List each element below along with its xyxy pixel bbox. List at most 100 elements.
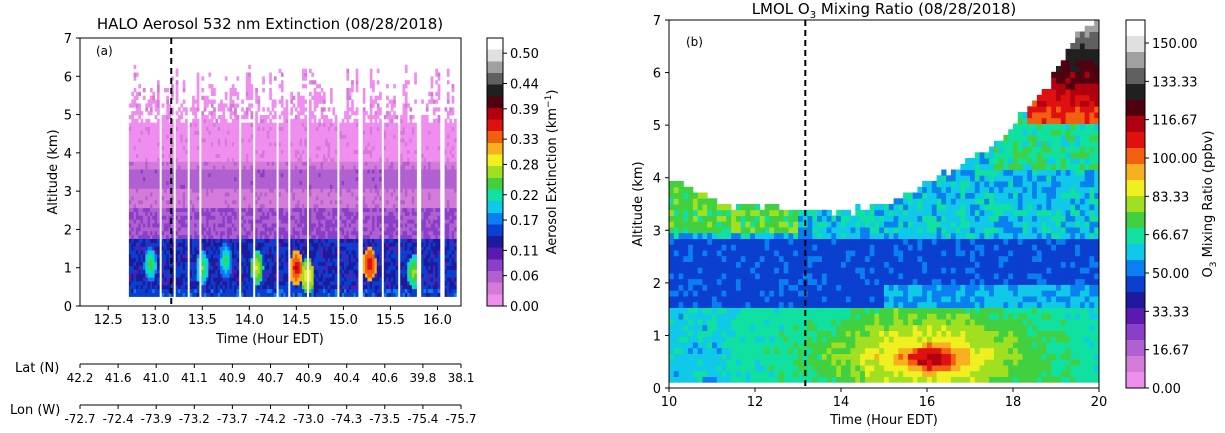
heatmap-cell <box>142 122 146 127</box>
heatmap-cell <box>278 134 282 139</box>
heatmap-cell <box>318 138 321 143</box>
heatmap-cell <box>294 219 298 224</box>
heatmap-cell <box>278 172 282 178</box>
heatmap-cell <box>168 149 172 154</box>
heatmap-cell <box>220 254 223 259</box>
heatmap-cell <box>128 242 132 247</box>
heatmap-cell <box>142 215 146 220</box>
heatmap-cell <box>323 145 326 151</box>
heatmap-cell <box>208 172 212 178</box>
heatmap-cell <box>224 223 228 228</box>
heatmap-cell <box>323 246 326 251</box>
heatmap-cell <box>250 292 254 297</box>
heatmap-cell <box>353 207 357 212</box>
heatmap-cell <box>138 277 141 282</box>
heatmap-cell <box>304 207 307 212</box>
heatmap-cell <box>365 142 368 147</box>
heatmap-cell <box>374 184 378 189</box>
heatmap-cell <box>280 215 284 220</box>
heatmap-cell <box>365 203 368 209</box>
heatmap-cell <box>128 226 132 232</box>
heatmap-cell <box>236 269 240 274</box>
heatmap-cell <box>245 223 249 228</box>
heatmap-cell <box>203 281 207 286</box>
heatmap-cell <box>325 288 328 293</box>
heatmap-cell <box>241 115 244 120</box>
heatmap-cell <box>346 145 350 151</box>
heatmap-cell <box>269 72 272 77</box>
heatmap-cell <box>189 250 193 255</box>
heatmap-cell <box>320 242 324 247</box>
heatmap-cell <box>299 95 303 100</box>
heatmap-cell <box>213 257 216 263</box>
heatmap-cell <box>259 269 263 274</box>
heatmap-cell <box>138 192 141 197</box>
heatmap-cell <box>316 103 319 108</box>
heatmap-cell <box>131 199 134 205</box>
heatmap-cell <box>250 242 254 247</box>
heatmap-cell <box>304 230 307 236</box>
heatmap-cell <box>313 226 317 232</box>
heatmap-cell <box>351 273 354 278</box>
heatmap-cell <box>339 215 343 220</box>
heatmap-cell <box>297 130 300 135</box>
heatmap-cell <box>145 230 148 236</box>
heatmap-cell <box>255 284 258 290</box>
heatmap-cell <box>215 211 219 216</box>
heatmap-cell <box>271 103 275 108</box>
heatmap-cell <box>390 203 394 209</box>
heatmap-cell <box>194 107 198 112</box>
heatmap-cell <box>171 246 174 251</box>
heatmap-cell <box>369 284 373 290</box>
heatmap-cell <box>145 142 148 147</box>
heatmap-cell <box>316 192 319 197</box>
heatmap-cell <box>309 153 312 158</box>
heatmap-cell <box>311 115 314 120</box>
heatmap-cell <box>135 149 139 154</box>
heatmap-cell <box>294 157 298 162</box>
heatmap-cell <box>348 288 352 293</box>
heatmap-cell <box>128 284 132 290</box>
heatmap-cell <box>145 126 148 131</box>
heatmap-cell <box>309 292 312 297</box>
heatmap-cell <box>383 165 387 170</box>
heatmap-cell <box>248 172 251 178</box>
heatmap-cell <box>157 203 160 209</box>
heatmap-cell <box>339 211 343 216</box>
heatmap-cell <box>147 180 151 185</box>
heatmap-cell <box>297 91 300 97</box>
heatmap-cell <box>255 273 258 278</box>
heatmap-cell <box>259 184 263 189</box>
heatmap-cell <box>245 207 249 212</box>
heatmap-cell <box>365 211 368 216</box>
heatmap-cell <box>142 250 146 255</box>
heatmap-cell <box>150 145 153 151</box>
heatmap-cell <box>154 265 158 270</box>
heatmap-cell <box>316 153 319 158</box>
heatmap-cell <box>255 257 258 263</box>
heatmap-cell <box>206 277 209 282</box>
heatmap-cell <box>362 115 366 120</box>
heatmap-cell <box>145 180 148 185</box>
heatmap-cell <box>161 196 165 201</box>
heatmap-cell <box>269 122 272 127</box>
heatmap-cell <box>278 188 282 193</box>
heatmap-cell <box>227 250 230 255</box>
heatmap-cell <box>201 138 205 143</box>
heatmap-cell <box>171 157 174 162</box>
heatmap-cell <box>142 265 146 270</box>
heatmap-cell <box>243 115 247 120</box>
heatmap-cell <box>210 122 214 127</box>
heatmap-cell <box>355 142 359 147</box>
heatmap-cell <box>386 281 389 286</box>
heatmap-cell <box>128 215 132 220</box>
heatmap-cell <box>236 176 240 182</box>
heatmap-cell <box>264 261 268 266</box>
heatmap-cell <box>250 281 254 286</box>
heatmap-cell <box>374 157 378 162</box>
heatmap-cell <box>292 242 296 247</box>
heatmap-cell <box>323 269 326 274</box>
heatmap-cell <box>355 230 359 236</box>
heatmap-cell <box>142 134 146 139</box>
heatmap-cell <box>206 207 209 212</box>
